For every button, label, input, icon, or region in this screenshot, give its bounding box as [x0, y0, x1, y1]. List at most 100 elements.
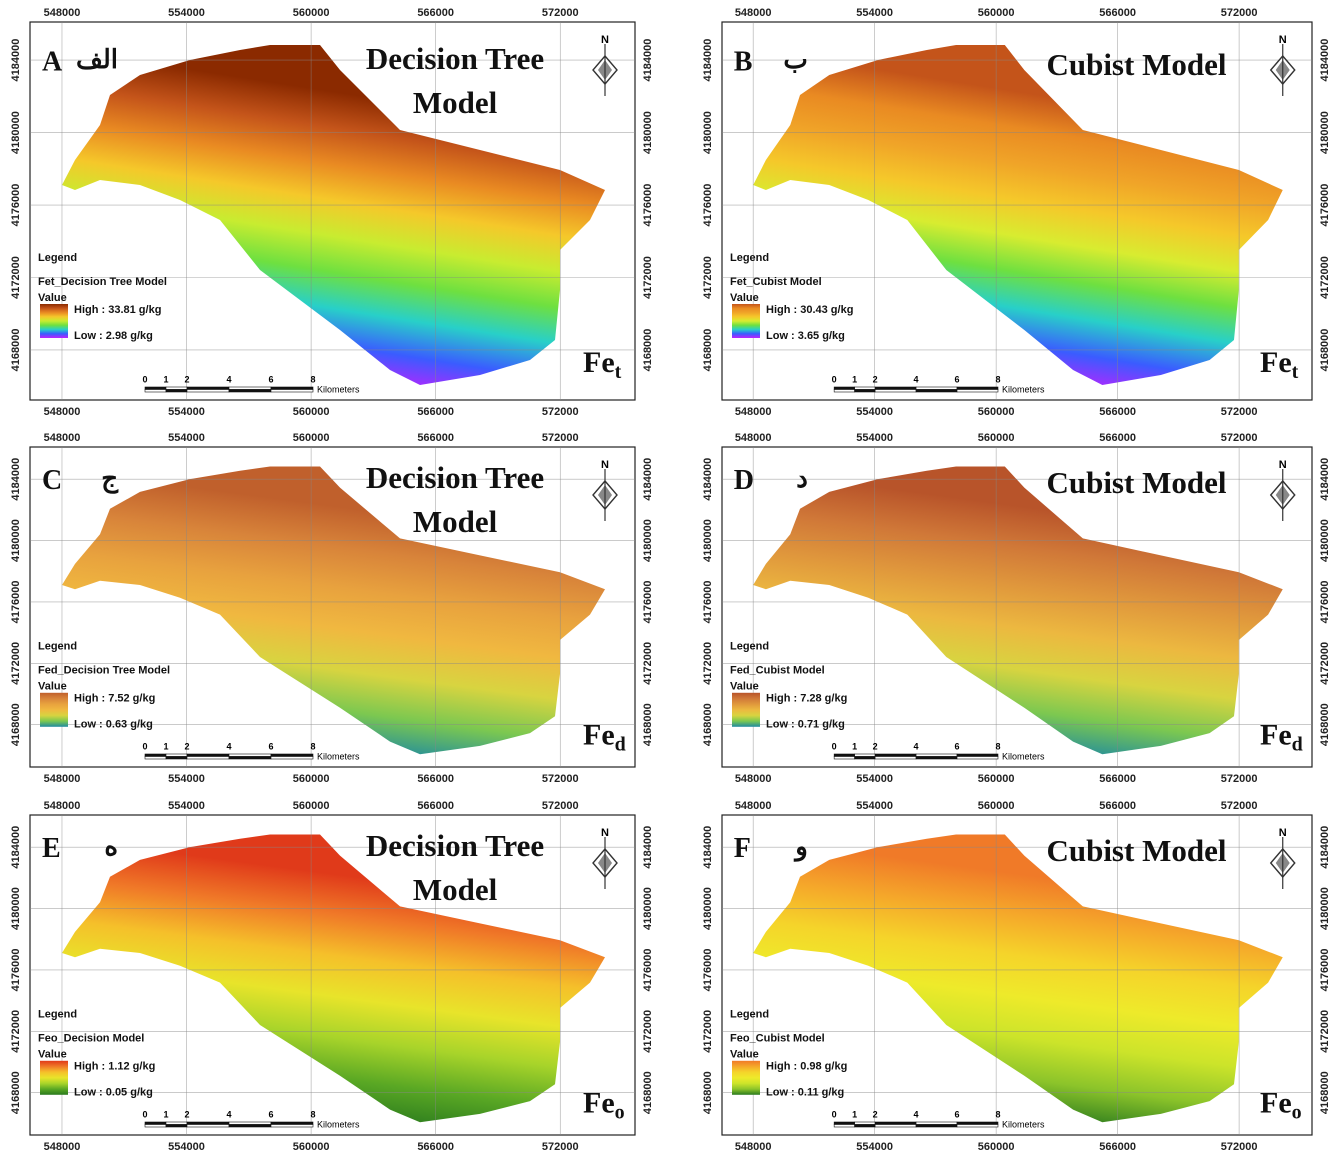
scale-label: 1: [852, 1109, 857, 1119]
x-tick-label: 560000: [293, 773, 330, 785]
scale-segment: [855, 757, 875, 760]
y-tick-label: 4168000: [642, 703, 654, 746]
x-tick-label: 548000: [735, 432, 772, 444]
legend-low: Low : 0.63 g/kg: [74, 719, 153, 731]
scale-unit: Kilometers: [317, 384, 360, 394]
scale-label: 2: [184, 741, 189, 751]
panel-letter-fa: ب: [783, 45, 807, 74]
x-tick-label: 560000: [978, 7, 1015, 19]
panel-title: Model: [413, 85, 498, 120]
scale-segment: [145, 387, 166, 390]
scale-label: 4: [226, 741, 231, 751]
legend-layer: Fed_Decision Tree Model: [38, 665, 170, 677]
y-tick-label: 4168000: [10, 703, 22, 746]
legend-heading: Legend: [730, 252, 769, 264]
y-tick-label: 4180000: [10, 519, 22, 562]
scale-unit: Kilometers: [1002, 1119, 1045, 1129]
y-tick-label: 4184000: [702, 458, 714, 501]
scale-label: 6: [268, 374, 273, 384]
scale-segment: [271, 390, 313, 393]
panel-title: Decision Tree: [366, 828, 544, 863]
y-tick-label: 4172000: [642, 1010, 654, 1053]
y-tick-label: 4172000: [10, 642, 22, 685]
scale-segment: [166, 754, 187, 757]
north-label: N: [1279, 827, 1287, 839]
scale-label: 4: [226, 1109, 231, 1119]
element-subscript: t: [615, 361, 622, 383]
scale-segment: [145, 754, 166, 757]
scale-segment: [271, 757, 313, 760]
scale-segment: [229, 387, 271, 390]
y-tick-label: 4172000: [702, 256, 714, 299]
scale-unit: Kilometers: [1002, 751, 1045, 761]
x-tick-label: 548000: [735, 7, 772, 19]
legend-ramp: [732, 693, 760, 727]
element-subscript: o: [1292, 1101, 1302, 1123]
scale-label: 2: [873, 741, 878, 751]
scale-label: 6: [955, 374, 960, 384]
x-tick-label: 566000: [1099, 800, 1136, 812]
scale-unit: Kilometers: [317, 1119, 360, 1129]
y-tick-label: 4176000: [702, 184, 714, 227]
scale-label: 4: [914, 741, 919, 751]
y-tick-label: 4168000: [642, 329, 654, 372]
y-tick-label: 4184000: [1319, 39, 1331, 82]
y-tick-label: 4172000: [702, 1010, 714, 1053]
panel-letter: F: [734, 833, 751, 864]
x-tick-label: 548000: [735, 800, 772, 812]
panel-letter: E: [42, 833, 61, 864]
legend-heading: Legend: [38, 641, 77, 653]
x-tick-label: 566000: [1099, 7, 1136, 19]
x-tick-label: 566000: [417, 773, 454, 785]
y-tick-label: 4168000: [10, 329, 22, 372]
scale-segment: [145, 757, 166, 760]
panel-letter: C: [42, 465, 62, 496]
legend-layer: Fet_Decision Tree Model: [38, 276, 167, 288]
map-panel: 5480005480005540005540005600005600005660…: [10, 800, 654, 1153]
x-tick-label: 560000: [293, 432, 330, 444]
scale-segment: [271, 754, 313, 757]
x-tick-label: 572000: [542, 406, 579, 418]
panel-letter: B: [734, 46, 753, 77]
legend-high: High : 30.43 g/kg: [766, 304, 853, 316]
scale-segment: [957, 387, 998, 390]
north-label: N: [601, 827, 609, 839]
legend-high: High : 0.98 g/kg: [766, 1061, 847, 1073]
x-tick-label: 572000: [1221, 432, 1258, 444]
scale-segment: [834, 1122, 854, 1125]
y-tick-label: 4172000: [1319, 642, 1331, 685]
x-tick-label: 548000: [44, 800, 81, 812]
y-tick-label: 4172000: [642, 642, 654, 685]
x-tick-label: 554000: [856, 406, 893, 418]
scale-segment: [229, 1125, 271, 1128]
y-tick-label: 4180000: [10, 111, 22, 154]
x-tick-label: 554000: [168, 7, 205, 19]
y-tick-label: 4168000: [702, 329, 714, 372]
x-tick-label: 560000: [978, 1141, 1015, 1153]
legend-low: Low : 0.05 g/kg: [74, 1087, 153, 1099]
north-label: N: [1279, 34, 1287, 46]
scale-segment: [166, 1122, 187, 1125]
y-tick-label: 4184000: [702, 826, 714, 869]
scale-segment: [229, 754, 271, 757]
legend-value: Value: [730, 292, 759, 304]
scale-label: 8: [310, 741, 315, 751]
scale-segment: [855, 754, 875, 757]
map-panel: 5480005480005540005540005600005600005660…: [702, 800, 1331, 1153]
legend-low: Low : 0.11 g/kg: [766, 1087, 844, 1099]
element-name: Fe: [1260, 346, 1292, 379]
scale-label: 0: [832, 741, 837, 751]
north-label: N: [601, 459, 609, 471]
scale-segment: [957, 754, 998, 757]
x-tick-label: 554000: [168, 406, 205, 418]
y-tick-label: 4180000: [702, 111, 714, 154]
scale-segment: [916, 1125, 957, 1128]
map-panel: 5480005480005540005540005600005600005660…: [10, 432, 654, 785]
x-tick-label: 554000: [856, 773, 893, 785]
scale-label: 1: [852, 741, 857, 751]
panel-letter: A: [42, 46, 63, 77]
x-tick-label: 548000: [735, 406, 772, 418]
legend-value: Value: [730, 681, 759, 693]
scale-label: 2: [873, 1109, 878, 1119]
x-tick-label: 548000: [44, 406, 81, 418]
